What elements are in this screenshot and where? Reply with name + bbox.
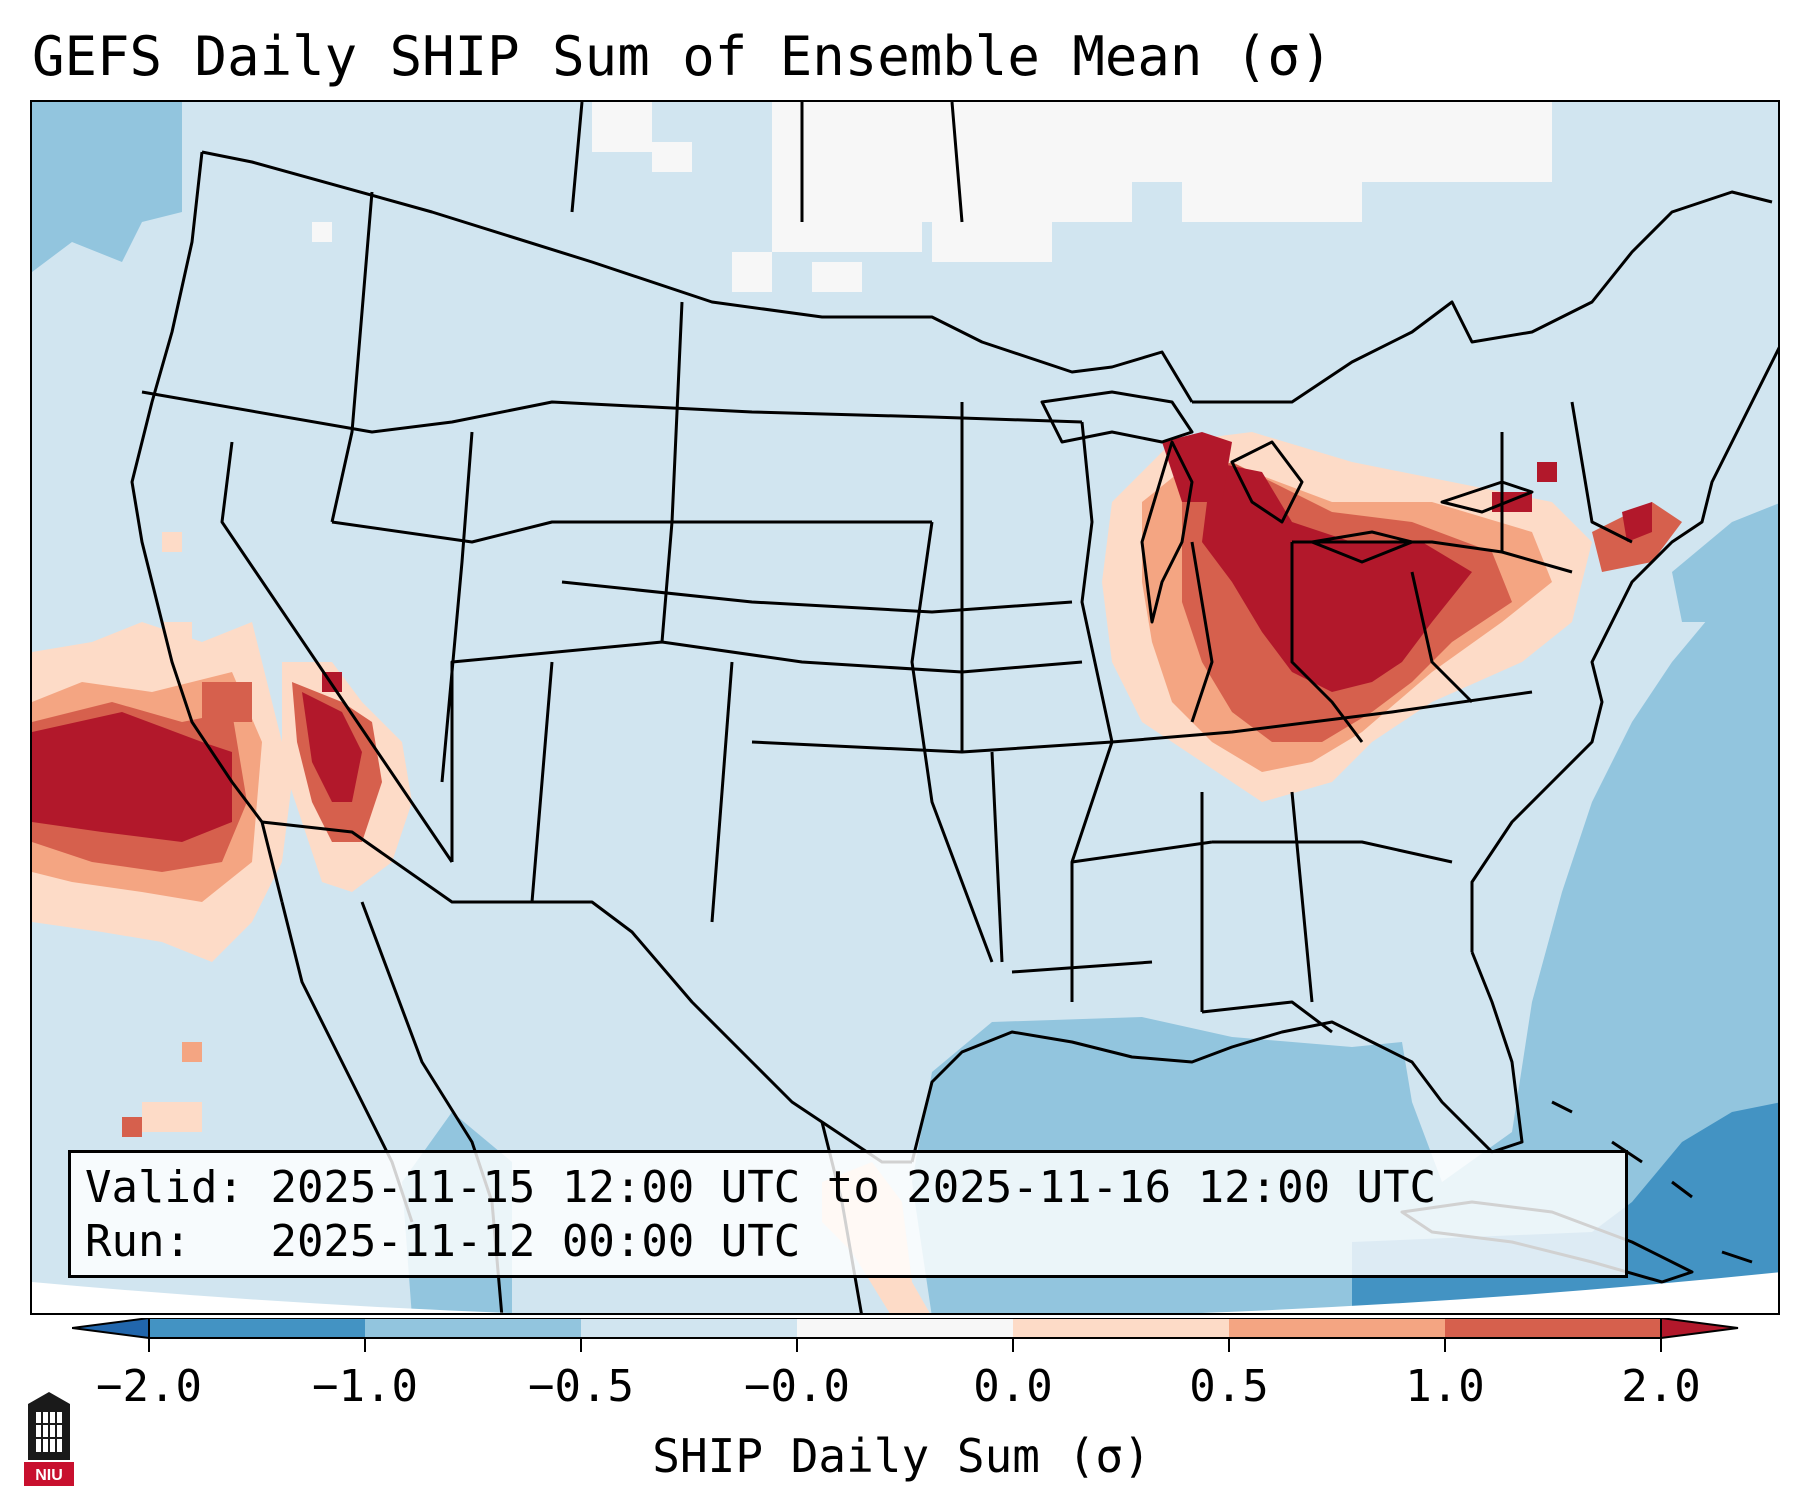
colorbar-extend-high [1660,1318,1739,1340]
pacific-negative-field [32,102,182,272]
colorbar-bin-2 [365,1318,581,1338]
colorbar-bin-4 [797,1318,1013,1338]
colorbar-extend-low [72,1318,150,1340]
colorbar-tick-label: −0.0 [744,1361,850,1412]
great-lakes-positive-anomaly [1102,432,1682,802]
run-value: 2025-11-12 00:00 UTC [270,1216,801,1267]
colorbar-bin-7 [1445,1318,1661,1338]
pacific-positive-anomaly [32,532,292,1137]
map-title: GEFS Daily SHIP Sum of Ensemble Mean (σ) [32,25,1333,88]
colorbar-bin-3 [581,1318,797,1338]
colorbar-tick-label: −0.5 [528,1361,634,1412]
nevada-positive-anomaly [282,662,412,892]
colorbar-tick-label: 2.0 [1621,1361,1701,1412]
run-label: Run: [85,1216,191,1267]
colorbar-tick-label: −2.0 [96,1361,202,1412]
colorbar-bin-1 [149,1318,365,1338]
colorbar-bin-6 [1229,1318,1445,1338]
gulf-atlantic-negative-field [912,556,1778,1313]
colorbar-outline [148,1318,1662,1339]
colorbar-tick-label: 0.5 [1189,1361,1269,1412]
colorbar-tick-label: 0.0 [973,1361,1053,1412]
valid-value: 2025-11-15 12:00 UTC to 2025-11-16 12:00… [270,1162,1437,1213]
niu-logo-icon: NIU [24,1392,74,1486]
colorbar-bin-5 [1013,1318,1229,1338]
colorbar-tick-label: 1.0 [1405,1361,1485,1412]
info-box: Valid: 2025-11-15 12:00 UTC to 2025-11-1… [68,1150,1628,1278]
colorbar-label: SHIP Daily Sum (σ) [652,1429,1151,1483]
colorbar-ticks [148,1338,1662,1352]
map-panel [30,100,1780,1315]
map-canvas [32,102,1778,1313]
atlantic-upper-negative-field [1672,503,1778,622]
colorbar-tick-label: −1.0 [312,1361,418,1412]
valid-label: Valid: [85,1162,244,1213]
projection-edge [32,1272,1778,1313]
logo-text: NIU [35,1467,63,1484]
colorbar [72,1318,1739,1352]
